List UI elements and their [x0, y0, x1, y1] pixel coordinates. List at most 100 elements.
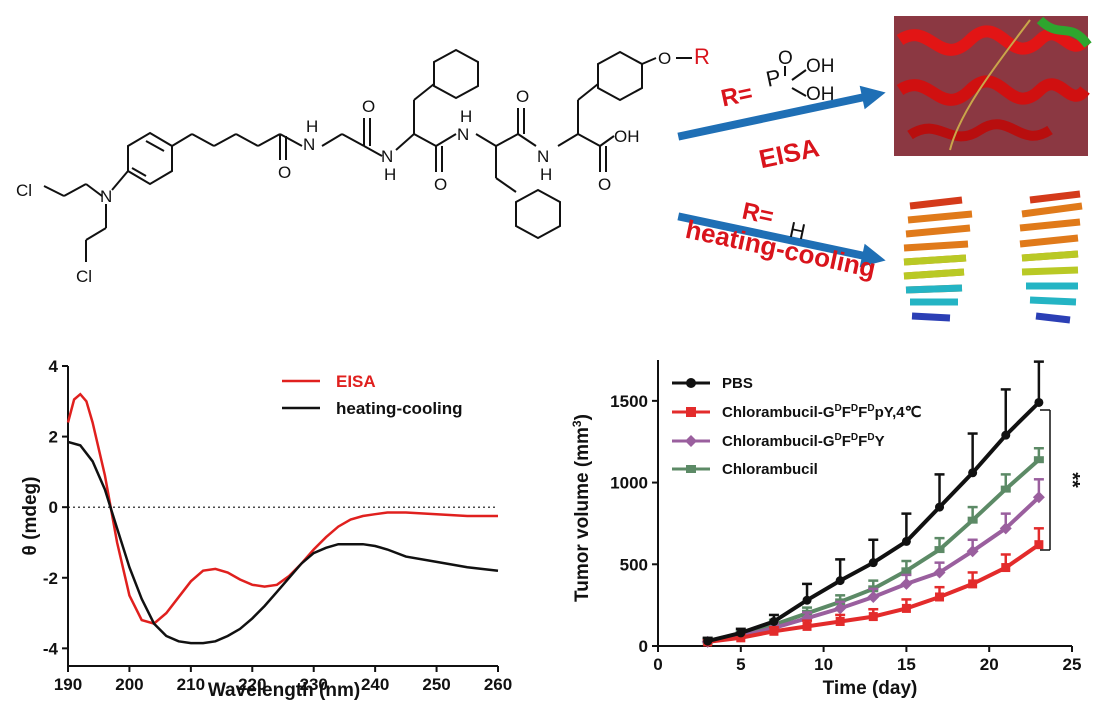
- svg-text:O: O: [516, 87, 529, 106]
- svg-text:H: H: [540, 165, 552, 184]
- svg-text:N: N: [457, 125, 469, 144]
- beta-sheet-image: [903, 190, 1083, 324]
- tv-point: [835, 576, 845, 586]
- tv-series-0: [702, 360, 1044, 646]
- tv-point: [901, 536, 911, 546]
- cd-xtick-label: 230: [300, 675, 328, 694]
- atom-o-carbonyl: O: [278, 163, 291, 182]
- tv-point: [1032, 491, 1045, 504]
- phosphate-oh1: OH: [806, 56, 835, 77]
- tv-point: [967, 516, 978, 524]
- legend-chlorambucil: Chlorambucil: [672, 461, 818, 478]
- tv-point: [901, 567, 912, 575]
- cd-ytick-label: 0: [49, 498, 58, 517]
- cd-series-0: [66, 392, 498, 625]
- eisa-r-p: P: [764, 64, 784, 92]
- svg-text:H: H: [460, 107, 472, 126]
- svg-text:N: N: [303, 135, 315, 154]
- phosphate-oh2: OH: [806, 84, 835, 105]
- atom-cl-bottom: Cl: [76, 267, 92, 286]
- cd-xtick-label: 240: [361, 675, 389, 694]
- tv-point: [736, 628, 746, 638]
- atom-o: O: [658, 49, 671, 68]
- tv-point: [968, 468, 978, 478]
- cd-xtick-label: 260: [484, 675, 512, 694]
- legend-pbs: PBS: [672, 375, 753, 392]
- phosphate-labels: O OH OH: [778, 48, 835, 105]
- legend-chlorambucil-gdfdfdpy: Chlorambucil-GDFDFDpY,4℃: [672, 403, 922, 421]
- eisa-arrow: [677, 85, 886, 141]
- tv-point: [1001, 430, 1011, 440]
- tv-point: [769, 616, 779, 626]
- tv-ylabel: Tumor volume (mm3): [570, 414, 593, 602]
- cd-xlabel: Wavelength (nm): [208, 680, 360, 701]
- atom-cl-top: Cl: [16, 181, 32, 200]
- tv-point: [935, 592, 945, 602]
- svg-text:O: O: [362, 97, 375, 116]
- tv-ytick-label: 500: [620, 555, 648, 574]
- legend-chlorambucil-gdfdfdy: Chlorambucil-GDFDFDY: [672, 432, 885, 450]
- svg-text:Chlorambucil-GDFDFDY: Chlorambucil-GDFDFDY: [722, 432, 885, 450]
- svg-text:N: N: [537, 147, 549, 166]
- tv-point: [801, 612, 814, 625]
- tv-point: [968, 579, 978, 589]
- phosphate-o: O: [778, 48, 793, 69]
- hc-r-group: H: [787, 217, 808, 245]
- significance-stars: **: [1061, 472, 1083, 488]
- cd-ytick-label: 4: [49, 357, 59, 376]
- tv-xtick-label: 0: [653, 655, 662, 674]
- cd-legend-hc: heating-cooling: [336, 399, 463, 418]
- tv-xtick-label: 15: [897, 655, 916, 674]
- cd-ytick-label: -4: [43, 639, 59, 658]
- tv-ytick-label: 1000: [610, 474, 648, 493]
- cd-ytick-label: -2: [43, 569, 58, 588]
- cd-xtick-label: 190: [54, 675, 82, 694]
- tv-point: [703, 636, 713, 646]
- tv-point: [900, 577, 913, 590]
- tv-point: [935, 502, 945, 512]
- svg-text:O: O: [434, 175, 447, 194]
- heating-cooling-label: heating-cooling: [683, 214, 879, 284]
- cd-series-1: [67, 440, 499, 645]
- hc-r-prefix: R=: [740, 198, 776, 231]
- significance-bracket: **: [1040, 409, 1083, 551]
- chlorambucil-peptide-structure: [43, 48, 807, 262]
- tv-point: [867, 590, 880, 603]
- cd-xtick-label: 200: [115, 675, 143, 694]
- tv-xtick-label: 20: [980, 655, 999, 674]
- tv-point: [934, 546, 945, 554]
- structure-atom-labels: R O OH O N Cl Cl: [16, 44, 710, 286]
- tv-point: [1033, 456, 1044, 464]
- eisa-r-prefix: R=: [719, 80, 755, 113]
- amide-labels: NH O NH O NH O NH O: [303, 87, 611, 194]
- tv-point: [999, 522, 1012, 535]
- svg-text:O: O: [598, 175, 611, 194]
- tv-point: [736, 633, 746, 643]
- tv-point: [834, 602, 847, 615]
- cd-xtick-label: 220: [238, 675, 266, 694]
- helical-fibril-image: [894, 16, 1092, 156]
- heating-cooling-arrow: [677, 212, 886, 268]
- cd-legend: EISA heating-cooling: [282, 372, 463, 418]
- tv-xtick-label: 25: [1063, 655, 1082, 674]
- atom-oh-acid: OH: [614, 127, 640, 146]
- eisa-label: EISA: [756, 132, 822, 174]
- tv-point: [868, 612, 878, 622]
- tv-point: [966, 545, 979, 558]
- tv-ytick-label: 1500: [610, 392, 648, 411]
- cd-xtick-label: 250: [422, 675, 450, 694]
- cd-xtick-label: 210: [177, 675, 205, 694]
- tv-point: [901, 603, 911, 613]
- tv-xtick-label: 5: [736, 655, 745, 674]
- svg-text:H: H: [384, 165, 396, 184]
- svg-text:H: H: [306, 117, 318, 136]
- cd-legend-eisa: EISA: [336, 372, 376, 391]
- tv-point: [1034, 540, 1044, 550]
- svg-text:N: N: [381, 147, 393, 166]
- tv-legend: PBS Chlorambucil-GDFDFDpY,4℃ Chlorambuci…: [672, 375, 922, 478]
- atom-r: R: [694, 44, 710, 69]
- reaction-scheme: R O OH O N Cl Cl NH O NH O NH O NH O O O…: [16, 16, 1092, 324]
- tv-point: [1034, 397, 1044, 407]
- tv-xtick-label: 10: [814, 655, 833, 674]
- tv-point: [1001, 563, 1011, 573]
